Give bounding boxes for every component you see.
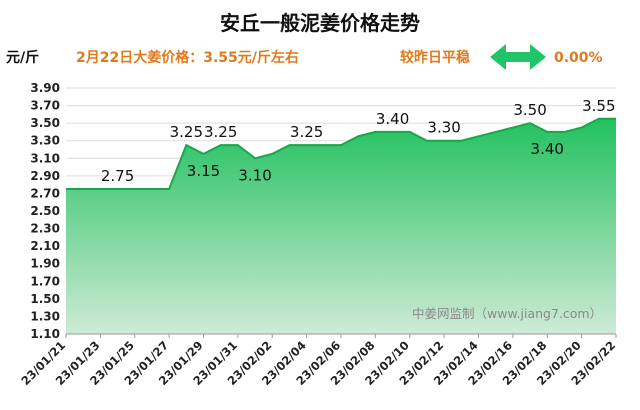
double-arrow-icon: [490, 44, 546, 70]
price-note: 2月22日大姜价格：3.55元/斤左右: [76, 49, 299, 66]
data-label: 3.40: [376, 110, 409, 128]
y-tick-label: 3.10: [30, 151, 60, 165]
y-tick-label: 1.90: [30, 257, 60, 271]
y-unit-label: 元/斤: [6, 49, 39, 66]
y-tick-label: 1.50: [30, 292, 60, 306]
y-tick-label: 1.10: [30, 327, 60, 341]
y-tick-label: 3.50: [30, 116, 60, 130]
y-tick-label: 2.70: [30, 186, 60, 200]
chart-title: 安丘一般泥姜价格走势: [220, 11, 420, 35]
data-label: 3.25: [290, 123, 323, 141]
y-tick-label: 3.70: [30, 99, 60, 113]
price-area: [66, 118, 616, 334]
data-label: 3.25: [170, 123, 203, 141]
data-label: 3.30: [427, 119, 460, 137]
x-axis-ticks: 23/01/2123/01/2323/01/2523/01/2723/01/29…: [18, 334, 618, 388]
y-tick-label: 2.30: [30, 222, 60, 236]
compare-label: 较昨日平稳: [400, 49, 470, 66]
change-value: 0.00%: [554, 50, 603, 66]
y-tick-label: 1.70: [30, 274, 60, 288]
data-label: 3.55: [582, 97, 615, 115]
data-labels: 2.75 3.25 3.15 3.25 3.10 3.25 3.40 3.30 3.50 3.40…: [101, 97, 616, 185]
data-label: 3.50: [513, 101, 546, 119]
y-tick-label: 3.30: [30, 134, 60, 148]
y-tick-label: 2.50: [30, 204, 60, 218]
y-tick-label: 2.10: [30, 239, 60, 253]
data-label: 3.10: [238, 166, 271, 184]
data-label: 3.40: [531, 140, 564, 158]
watermark: 中姜网监制（www.jiang7.com）: [412, 306, 602, 321]
y-tick-label: 2.90: [30, 169, 60, 183]
y-tick-label: 3.90: [30, 81, 60, 95]
data-label: 3.25: [204, 123, 237, 141]
price-line: [66, 117, 616, 191]
y-axis-ticks: 3.90 3.70 3.50 3.30 3.10 2.90 2.70 2.50 2.30 2.10…: [30, 81, 60, 341]
data-label: 2.75: [101, 167, 134, 185]
y-tick-label: 1.30: [30, 309, 60, 323]
data-label: 3.15: [187, 162, 220, 180]
